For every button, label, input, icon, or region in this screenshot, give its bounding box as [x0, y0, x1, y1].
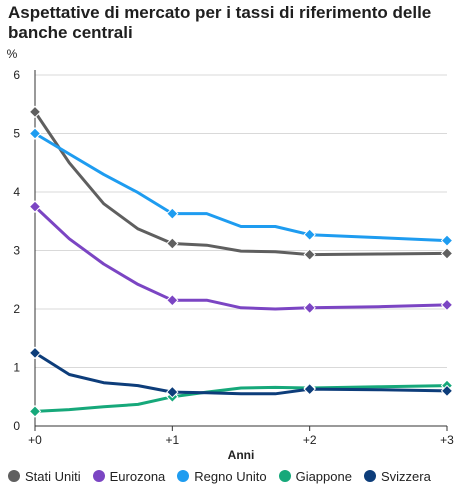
y-tick-label: 2: [13, 302, 20, 316]
data-point-svizzera: [440, 384, 454, 398]
legend-swatch-svizzera: [363, 470, 376, 482]
data-point-giappone: [28, 405, 42, 418]
y-tick-label: 0: [13, 419, 20, 433]
series-line-stati-uniti: [33, 110, 449, 257]
legend-swatch-eurozona: [92, 470, 105, 482]
data-point-eurozona: [28, 200, 42, 213]
legend-item-giappone: Giappone: [278, 468, 352, 484]
gridlines: [35, 74, 447, 368]
y-tick-label: 5: [13, 127, 20, 141]
y-tick-label: 1: [13, 361, 20, 375]
data-point-eurozona: [166, 294, 179, 307]
y-axis-label: %: [7, 47, 18, 61]
data-point-stati-uniti: [440, 247, 454, 260]
legend-item-eurozona: Eurozona: [92, 468, 166, 484]
data-point-regno-unito: [166, 207, 179, 220]
data-point-svizzera: [303, 382, 316, 396]
legend-swatch-regno-unito: [177, 470, 190, 482]
series-line-svizzera: [33, 351, 449, 396]
y-tick-label: 3: [13, 244, 20, 258]
data-point-eurozona: [440, 298, 454, 312]
x-tick-label: +2: [303, 433, 317, 447]
legend-item-regno-unito: Regno Unito: [177, 468, 267, 484]
chart-title: Aspettative di mercato per i tassi di ri…: [8, 3, 432, 42]
series-lines: [33, 110, 449, 413]
x-tick-label: +0: [28, 433, 42, 447]
data-point-stati-uniti: [303, 248, 316, 261]
x-axis-label: Anni: [228, 448, 255, 462]
data-point-eurozona: [303, 301, 316, 315]
y-tick-label: 6: [13, 68, 20, 82]
legend-item-svizzera: Svizzera: [363, 468, 431, 484]
legend-label: Eurozona: [109, 468, 166, 484]
data-point-stati-uniti: [166, 237, 179, 250]
data-point-regno-unito: [303, 228, 316, 241]
y-tick-label: 4: [13, 185, 20, 199]
series-line-regno-unito: [33, 132, 449, 243]
legend-swatch-stati-uniti: [8, 470, 20, 482]
data-point-svizzera: [28, 346, 42, 360]
legend-label: Regno Unito: [194, 468, 267, 484]
legend-label: Stati Uniti: [25, 468, 81, 484]
data-point-stati-uniti: [28, 105, 42, 119]
x-tick-label: +3: [440, 433, 454, 447]
series-markers: [28, 105, 454, 418]
axis-labels: 0 1 2 3 4 5 6 +0 +1 +2 +3% Anni: [7, 47, 455, 462]
series-line-eurozona: [33, 205, 449, 311]
legend-label: Svizzera: [380, 468, 431, 484]
data-point-svizzera: [166, 385, 179, 399]
legend-item-stati-uniti: Stati Uniti: [8, 469, 81, 484]
data-point-regno-unito: [28, 127, 42, 140]
legend: Stati Uniti Eurozona Regno Unito Giappone Sv…: [8, 466, 431, 486]
legend-swatch-giappone: [278, 470, 291, 482]
legend-label: Giappone: [295, 468, 352, 484]
x-tick-label: +1: [165, 433, 179, 447]
data-point-regno-unito: [440, 234, 454, 247]
